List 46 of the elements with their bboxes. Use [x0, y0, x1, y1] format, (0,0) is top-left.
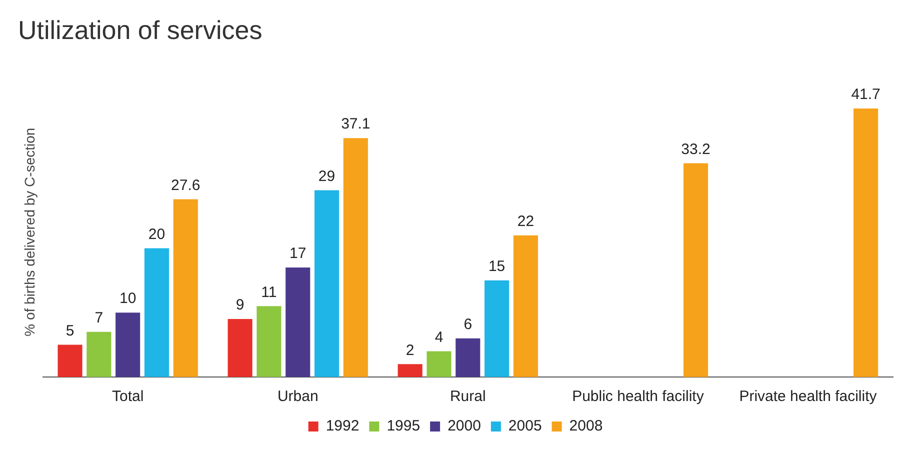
data-label: 27.6	[171, 176, 200, 194]
bar	[513, 235, 538, 377]
legend-label: 2005	[508, 418, 542, 435]
data-label: 22	[517, 212, 534, 230]
data-label: 6	[464, 316, 472, 333]
bar	[144, 248, 170, 377]
data-label: 10	[119, 290, 136, 308]
bar	[854, 108, 878, 377]
data-label: 5	[66, 322, 74, 340]
chart-title: Utilization of services	[18, 14, 262, 45]
data-label: 33.2	[681, 140, 710, 158]
legend-label: 1992	[326, 418, 360, 435]
data-label: 2	[406, 342, 414, 359]
bar	[256, 306, 282, 377]
x-tick-label: Urban	[277, 388, 318, 406]
bar	[228, 319, 252, 377]
data-label: 37.1	[341, 116, 370, 133]
data-label: 11	[261, 284, 277, 301]
bar	[86, 332, 112, 377]
bar	[116, 312, 140, 377]
bar	[683, 163, 708, 377]
bar	[173, 199, 198, 377]
legend-label: 2008	[569, 418, 603, 435]
x-tick-label: Rural	[450, 388, 486, 406]
y-axis-title: % of births delivered by C-section	[21, 128, 38, 336]
data-label: 9	[236, 296, 244, 314]
bar	[398, 364, 422, 377]
bar	[426, 351, 452, 377]
data-label: 20	[148, 226, 166, 243]
x-tick-label: Total	[112, 388, 144, 406]
legend-label: 1995	[386, 418, 420, 435]
x-tick-label: Public health facility	[572, 388, 704, 406]
x-tick-label: Private health facility	[739, 388, 878, 406]
data-label: 17	[290, 245, 306, 262]
bar	[456, 338, 480, 377]
bar	[314, 190, 340, 377]
legend-label: 2000	[448, 418, 481, 435]
bar	[58, 344, 82, 377]
bar	[286, 268, 310, 377]
bar	[484, 280, 510, 377]
data-label: 29	[318, 168, 336, 185]
bar	[343, 138, 368, 377]
data-label: 41.7	[851, 86, 880, 104]
data-label: 7	[94, 310, 104, 327]
data-label: 15	[488, 258, 506, 276]
data-label: 4	[434, 328, 444, 346]
